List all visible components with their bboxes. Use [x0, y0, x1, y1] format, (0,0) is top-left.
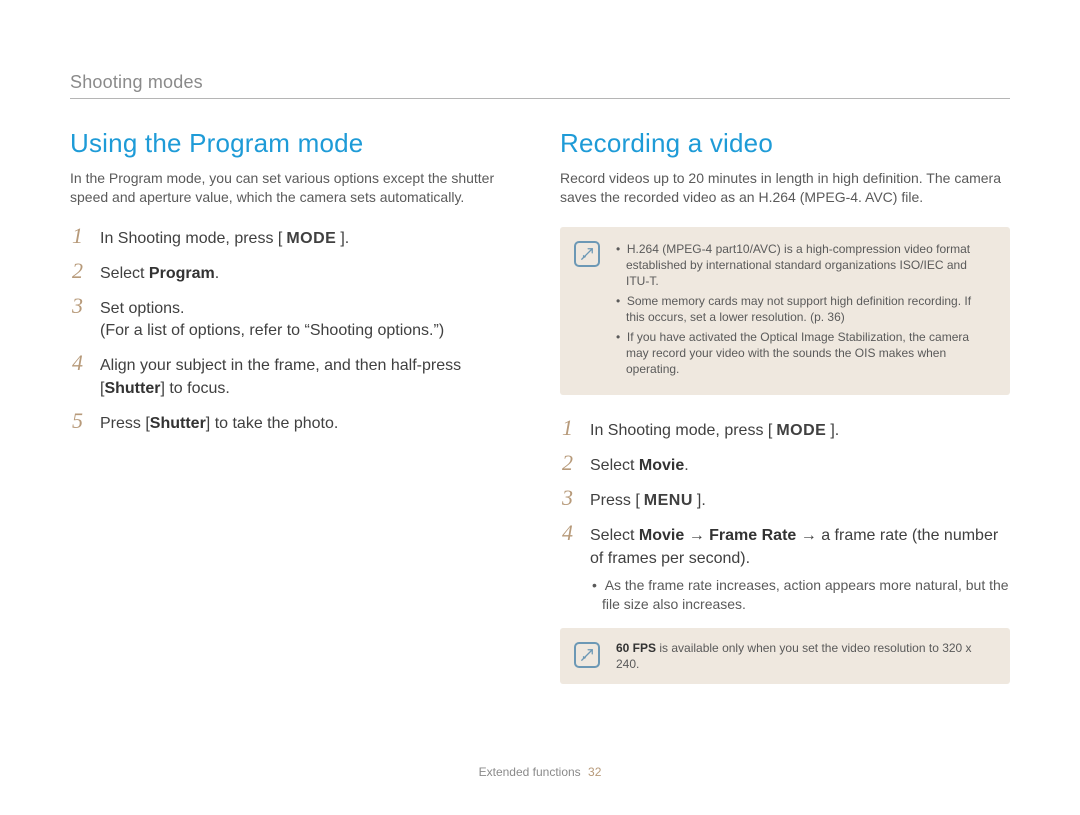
step-item: Select Movie. — [560, 454, 1010, 477]
step-item: Align your subject in the frame, and the… — [70, 354, 520, 400]
note-icon — [574, 642, 600, 668]
note-item: Some memory cards may not support high d… — [616, 293, 992, 325]
step-item: In Shooting mode, press [MODE]. — [70, 227, 520, 250]
breadcrumb: Shooting modes — [70, 72, 203, 93]
footer: Extended functions 32 — [0, 765, 1080, 779]
page: Shooting modes Using the Program mode In… — [0, 0, 1080, 815]
left-heading: Using the Program mode — [70, 128, 520, 159]
right-steps: In Shooting mode, press [MODE]. Select Mo… — [560, 419, 1010, 614]
right-notebox-2: 60 FPS is available only when you set th… — [560, 628, 1010, 684]
right-notebox: H.264 (MPEG-4 part10/AVC) is a high-comp… — [560, 227, 1010, 395]
header-rule — [70, 98, 1010, 99]
right-heading: Recording a video — [560, 128, 1010, 159]
right-column: Recording a video Record videos up to 20… — [560, 128, 1010, 708]
left-column: Using the Program mode In the Program mo… — [70, 128, 520, 708]
note-item: H.264 (MPEG-4 part10/AVC) is a high-comp… — [616, 241, 992, 289]
content-columns: Using the Program mode In the Program mo… — [70, 128, 1010, 708]
note-icon — [574, 241, 600, 267]
step-item: Select Program. — [70, 262, 520, 285]
left-steps: In Shooting mode, press [MODE]. Select Pr… — [70, 227, 520, 435]
footer-label: Extended functions — [479, 765, 581, 779]
step-item: Press [Shutter] to take the photo. — [70, 412, 520, 435]
left-intro: In the Program mode, you can set various… — [70, 169, 520, 207]
step-item: Set options.(For a list of options, refe… — [70, 297, 520, 342]
right-notelist: H.264 (MPEG-4 part10/AVC) is a high-comp… — [616, 241, 992, 377]
note-item: If you have activated the Optical Image … — [616, 329, 992, 377]
step-item: In Shooting mode, press [MODE]. — [560, 419, 1010, 442]
footer-page: 32 — [588, 765, 601, 779]
right-notebox-2-text: 60 FPS is available only when you set th… — [616, 640, 992, 672]
right-intro: Record videos up to 20 minutes in length… — [560, 169, 1010, 207]
step-item: Press [MENU]. — [560, 489, 1010, 512]
step-item: Select Movie → Frame Rate → a frame rate… — [560, 524, 1010, 614]
